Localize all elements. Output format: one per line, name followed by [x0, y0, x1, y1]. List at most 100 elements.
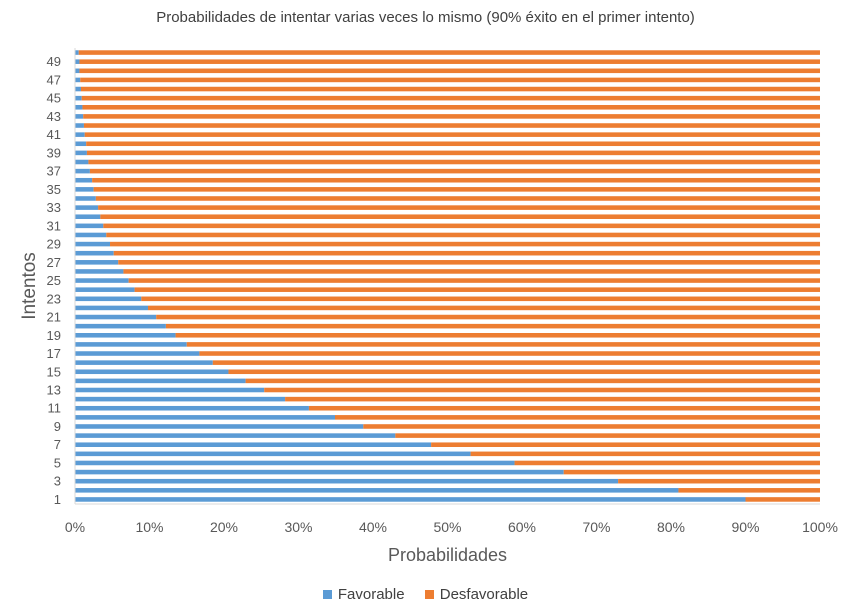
bar-favorable-43 [75, 114, 84, 119]
y-tick-label: 47 [47, 72, 61, 87]
bar-desfavorable-16 [212, 360, 820, 365]
bar-favorable-28 [75, 250, 114, 256]
legend-item-favorable: Favorable [322, 586, 405, 603]
bar-desfavorable-31 [103, 223, 820, 229]
bar-desfavorable-45 [81, 95, 820, 101]
y-tick-label: 11 [48, 401, 62, 416]
bar-desfavorable-4 [563, 469, 820, 475]
y-tick-label: 49 [47, 54, 61, 69]
bar-favorable-7 [75, 442, 432, 447]
bar-favorable-9 [75, 424, 364, 429]
legend-swatch-favorable [322, 590, 332, 599]
y-tick-label: 35 [47, 182, 61, 197]
bar-favorable-20 [75, 323, 166, 329]
bar-favorable-38 [75, 159, 89, 165]
y-tick-label: 45 [47, 91, 61, 106]
bar-favorable-4 [75, 469, 564, 475]
bar-favorable-36 [75, 177, 93, 183]
y-tick-label: 3 [54, 474, 61, 489]
legend: Favorable Desfavorable [0, 586, 851, 603]
y-axis-title: Intentos [19, 252, 40, 320]
bar-desfavorable-46 [80, 86, 820, 92]
legend-label-desfavorable: Desfavorable [439, 586, 529, 603]
x-tick-label: 50% [433, 519, 461, 535]
bar-favorable-34 [75, 196, 96, 201]
bar-desfavorable-44 [82, 105, 820, 110]
x-tick-label: 30% [284, 519, 312, 535]
bar-favorable-10 [75, 415, 335, 420]
bar-desfavorable-25 [128, 278, 820, 283]
bar-desfavorable-33 [98, 205, 820, 210]
bar-desfavorable-20 [165, 323, 820, 329]
bar-desfavorable-37 [89, 168, 820, 174]
bar-favorable-15 [75, 369, 229, 375]
bar-desfavorable-27 [118, 260, 820, 265]
bar-desfavorable-49 [79, 59, 821, 64]
bar-desfavorable-42 [83, 123, 820, 128]
bar-favorable-12 [75, 396, 286, 402]
x-tick-label: 90% [731, 519, 759, 535]
y-tick-label: 27 [47, 255, 61, 270]
bar-desfavorable-38 [88, 159, 820, 165]
bar-desfavorable-23 [141, 296, 820, 302]
bar-favorable-2 [75, 488, 679, 493]
y-tick-label: 1 [54, 492, 61, 507]
bar-desfavorable-39 [86, 150, 821, 156]
bar-favorable-25 [75, 278, 129, 283]
bar-desfavorable-5 [514, 460, 820, 466]
bar-favorable-32 [75, 214, 101, 219]
bar-desfavorable-36 [92, 177, 820, 183]
y-tick-label: 19 [47, 328, 61, 343]
x-axis-title: Probabilidades [388, 545, 507, 565]
bar-desfavorable-35 [93, 187, 821, 192]
bar-desfavorable-18 [186, 342, 820, 347]
bar-favorable-22 [75, 305, 149, 311]
bar-favorable-13 [75, 387, 265, 393]
bar-desfavorable-19 [175, 333, 820, 338]
bar-favorable-5 [75, 460, 515, 466]
bar-desfavorable-21 [156, 314, 820, 320]
y-tick-label: 31 [47, 218, 61, 233]
bar-desfavorable-48 [79, 68, 821, 74]
x-tick-label: 70% [582, 519, 610, 535]
bar-desfavorable-28 [113, 250, 821, 256]
bar-favorable-41 [75, 132, 85, 137]
y-tick-label: 5 [54, 455, 61, 470]
bar-favorable-21 [75, 314, 157, 320]
y-tick-label: 37 [47, 164, 61, 179]
y-tick-label: 39 [47, 145, 61, 160]
bar-desfavorable-8 [395, 433, 820, 438]
bar-desfavorable-9 [363, 424, 820, 429]
legend-swatch-desfavorable [424, 590, 434, 599]
bar-desfavorable-15 [228, 369, 821, 375]
x-tick-label: 0% [65, 519, 85, 535]
bar-desfavorable-34 [95, 196, 821, 201]
legend-item-desfavorable: Desfavorable [424, 586, 529, 603]
y-tick-label: 29 [47, 237, 61, 252]
y-tick-label: 41 [47, 127, 61, 142]
bar-desfavorable-14 [245, 378, 820, 384]
bar-favorable-40 [75, 141, 87, 147]
bar-desfavorable-11 [308, 405, 820, 411]
bar-desfavorable-13 [264, 387, 821, 393]
y-tick-label: 23 [47, 291, 61, 306]
y-tick-label: 21 [47, 310, 61, 325]
chart-title: Probabilidades de intentar varias veces … [156, 9, 695, 26]
bar-favorable-46 [75, 86, 81, 92]
x-tick-label: 10% [135, 519, 163, 535]
bar-favorable-23 [75, 296, 142, 302]
bar-desfavorable-17 [199, 351, 820, 356]
bar-favorable-44 [75, 105, 83, 110]
bar-favorable-35 [75, 187, 94, 192]
bar-favorable-33 [75, 205, 99, 210]
bar-favorable-29 [75, 241, 111, 247]
bar-favorable-50 [75, 50, 79, 55]
bar-favorable-31 [75, 223, 104, 229]
bar-desfavorable-29 [110, 241, 821, 247]
bar-desfavorable-24 [134, 287, 821, 292]
bar-favorable-47 [75, 77, 81, 83]
bar-favorable-14 [75, 378, 246, 384]
bar-desfavorable-6 [470, 451, 820, 457]
